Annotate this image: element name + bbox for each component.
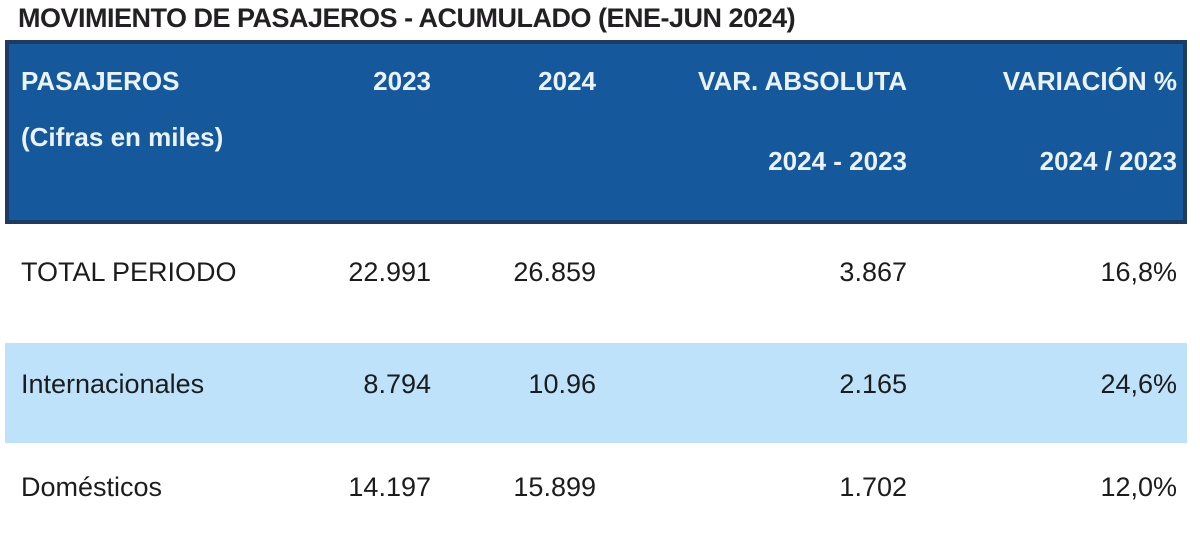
table-row-total-periodo: TOTAL PERIODO 22.991 26.859 3.867 16,8% [5,224,1195,326]
value-var-pct: 12,0% [1100,472,1177,502]
value-2024: 15.899 [513,472,596,502]
value-2024: 10.96 [528,369,596,399]
header-2024-label: 2024 [538,66,596,96]
value-var-abs: 3.867 [839,257,907,287]
row-label: Domésticos [21,472,163,502]
table-row-internacionales: Internacionales 8.794 10.96 2.165 24,6% [5,343,1187,443]
value-var-pct: 16,8% [1100,257,1177,287]
header-cell-var-absoluta: VAR. ABSOLUTA 2024 - 2023 [602,44,913,220]
page-title: MOVIMIENTO DE PASAJEROS - ACUMULADO (ENE… [18,3,796,33]
header-var-absoluta-label: VAR. ABSOLUTA [698,66,907,96]
header-variacion-pct-label: VARIACIÓN % [1002,66,1177,96]
value-2023: 8.794 [363,369,431,399]
header-cell-2024: 2024 [437,44,602,220]
value-var-abs: 2.165 [839,369,907,399]
header-cifras-en-miles-label: (Cifras en miles) [21,122,224,152]
header-cell-variacion-pct: VARIACIÓN % 2024 / 2023 [913,44,1183,220]
header-2023-label: 2023 [373,66,431,96]
table-header-row: PASAJEROS (Cifras en miles) 2023 2024 VA… [5,40,1187,224]
value-2023: 22.991 [348,257,431,287]
header-cell-2023: 2023 [289,44,437,220]
table-row-domesticos: Domésticos 14.197 15.899 1.702 12,0% [5,443,1187,542]
header-cell-pasajeros: PASAJEROS (Cifras en miles) [9,44,289,220]
header-pasajeros-label: PASAJEROS [21,66,180,96]
value-2024: 26.859 [513,257,596,287]
header-variacion-pct-sublabel: 2024 / 2023 [1039,146,1177,176]
row-label: TOTAL PERIODO [21,257,237,287]
value-var-pct: 24,6% [1100,369,1177,399]
header-var-absoluta-sublabel: 2024 - 2023 [768,146,907,176]
value-var-abs: 1.702 [839,472,907,502]
value-2023: 14.197 [348,472,431,502]
row-label: Internacionales [21,369,205,399]
